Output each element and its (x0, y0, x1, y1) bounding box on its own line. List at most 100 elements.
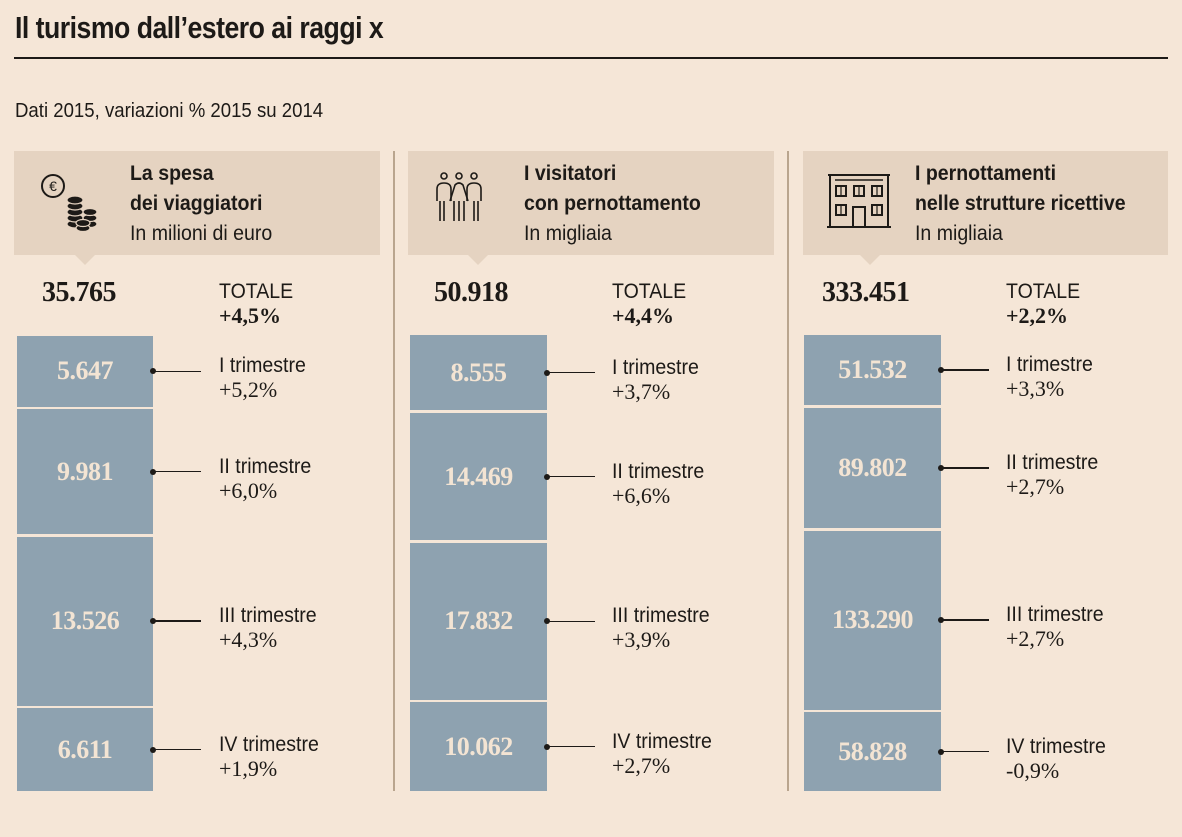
bar-value-label: 13.526 (50, 606, 120, 636)
leader-line (547, 371, 595, 374)
quarter-label: I trimestre +5,2% (219, 354, 312, 402)
bar-segment: 9.981 (17, 409, 153, 535)
bar-value-label: 10.062 (444, 731, 513, 761)
total-change: +2,2% (1006, 303, 1069, 328)
bar-segment: 14.469 (410, 412, 547, 541)
quarter-name: I trimestre (219, 354, 306, 378)
quarter-label: I trimestre +3,3% (1006, 353, 1099, 401)
bar-value-label: 9.981 (57, 456, 114, 486)
quarter-label: I trimestre +3,7% (612, 356, 705, 404)
total-label: TOTALE (219, 280, 294, 303)
people-icon (436, 172, 482, 221)
total-label-group: TOTALE +4,4% (612, 280, 692, 328)
quarter-label: IV trimestre +2,7% (612, 730, 719, 778)
column-divider (393, 151, 395, 791)
panel-title-line1: I pernottamenti (915, 162, 1057, 185)
quarter-change: +6,6% (612, 482, 671, 508)
quarter-change: +3,3% (1006, 376, 1065, 401)
bar-segment: 17.832 (410, 542, 547, 700)
bar-value-label: 133.290 (832, 605, 914, 635)
quarter-label: IV trimestre -0,9% (1006, 735, 1113, 783)
quarter-label: III trimestre +3,9% (612, 604, 717, 652)
panel-header-visitatori: I visitatori con pernottamento In miglia… (408, 151, 774, 265)
quarter-name: III trimestre (1006, 603, 1104, 627)
bar-value-label: 89.802 (838, 452, 907, 482)
panel-title-line2: dei viaggiatori (130, 192, 263, 215)
quarter-change: +2,7% (1006, 626, 1065, 652)
bar-value-label: 8.555 (450, 357, 508, 387)
quarter-change: +2,7% (1006, 473, 1065, 499)
bar-segment: 10.062 (410, 702, 547, 791)
panel-header-spesa: € La spesa dei viaggiatori In milioni di… (14, 151, 380, 265)
quarter-name: III trimestre (612, 604, 710, 628)
coins-euro-icon: € (41, 174, 98, 231)
header-pointer (75, 255, 95, 265)
bar-value-label: 51.532 (838, 355, 907, 384)
quarter-name: III trimestre (219, 604, 317, 628)
quarter-change: +6,0% (219, 477, 278, 503)
bar-segment: 6.611 (17, 708, 153, 791)
panel-title-line1: I visitatori (524, 162, 617, 185)
title-rule (14, 57, 1168, 59)
bar-segment: 133.290 (804, 530, 941, 710)
leader-line (153, 748, 201, 751)
header-pointer (468, 255, 488, 265)
total-label-group: TOTALE +2,2% (1006, 280, 1086, 328)
quarter-label: II trimestre +2,7% (1006, 451, 1105, 499)
quarter-change: +1,9% (219, 755, 278, 781)
bar-segment: 89.802 (804, 407, 941, 529)
bar-segment: 13.526 (17, 536, 153, 706)
page-title: Il turismo dall’estero ai raggi x (15, 10, 384, 45)
leader-line (153, 470, 201, 473)
bar-segment: 58.828 (804, 712, 941, 791)
leader-line (547, 475, 595, 478)
panel-unit: In migliaia (915, 222, 1003, 245)
quarter-change: +3,7% (612, 378, 671, 404)
total-change: +4,5% (219, 303, 282, 328)
svg-text:€: € (49, 178, 57, 194)
quarter-name: IV trimestre (1006, 734, 1106, 758)
panel-title-line2: nelle strutture ricettive (915, 192, 1126, 215)
quarter-label: III trimestre +2,7% (1006, 603, 1111, 651)
total-label: TOTALE (612, 280, 687, 303)
leader-line (547, 620, 595, 623)
header-pointer (860, 255, 880, 265)
leader-line (153, 370, 201, 373)
bar-value-label: 5.647 (57, 356, 114, 386)
total-label: TOTALE (1006, 280, 1081, 303)
bar-value-label: 14.469 (444, 461, 513, 491)
quarter-label: II trimestre +6,0% (219, 455, 318, 503)
quarter-name: I trimestre (1006, 353, 1093, 376)
quarter-change: +4,3% (219, 627, 278, 653)
bar-segment: 8.555 (410, 335, 547, 411)
quarter-label: IV trimestre +1,9% (219, 733, 326, 781)
quarter-label: II trimestre +6,6% (612, 460, 711, 508)
quarter-change: +5,2% (219, 377, 278, 403)
leader-line (941, 619, 989, 621)
bar-segment: 5.647 (17, 336, 153, 407)
quarter-name: II trimestre (219, 454, 312, 478)
quarter-name: I trimestre (612, 355, 699, 379)
quarter-name: II trimestre (612, 459, 705, 483)
total-label-group: TOTALE +4,5% (219, 280, 299, 328)
panel-header-pernottamenti: I pernottamenti nelle strutture ricettiv… (803, 151, 1168, 265)
bar-value-label: 58.828 (838, 736, 907, 766)
quarter-name: IV trimestre (219, 732, 319, 756)
leader-line (941, 750, 989, 753)
leader-line (941, 369, 989, 371)
panel-title-line2: con pernottamento (524, 192, 701, 215)
leader-line (941, 467, 989, 469)
leader-line (153, 620, 201, 622)
leader-line (547, 745, 595, 748)
quarter-change: -0,9% (1006, 757, 1060, 783)
building-icon (827, 174, 891, 228)
panel-unit: In milioni di euro (130, 222, 273, 245)
bar-segment: 51.532 (804, 335, 941, 405)
bar-value-label: 17.832 (444, 606, 513, 636)
panel-unit: In migliaia (524, 222, 612, 245)
page-subtitle: Dati 2015, variazioni % 2015 su 2014 (15, 100, 324, 122)
quarter-change: +3,9% (612, 627, 671, 653)
quarter-name: II trimestre (1006, 450, 1099, 474)
total-value: 35.765 (42, 277, 117, 308)
quarter-label: III trimestre +4,3% (219, 604, 324, 652)
